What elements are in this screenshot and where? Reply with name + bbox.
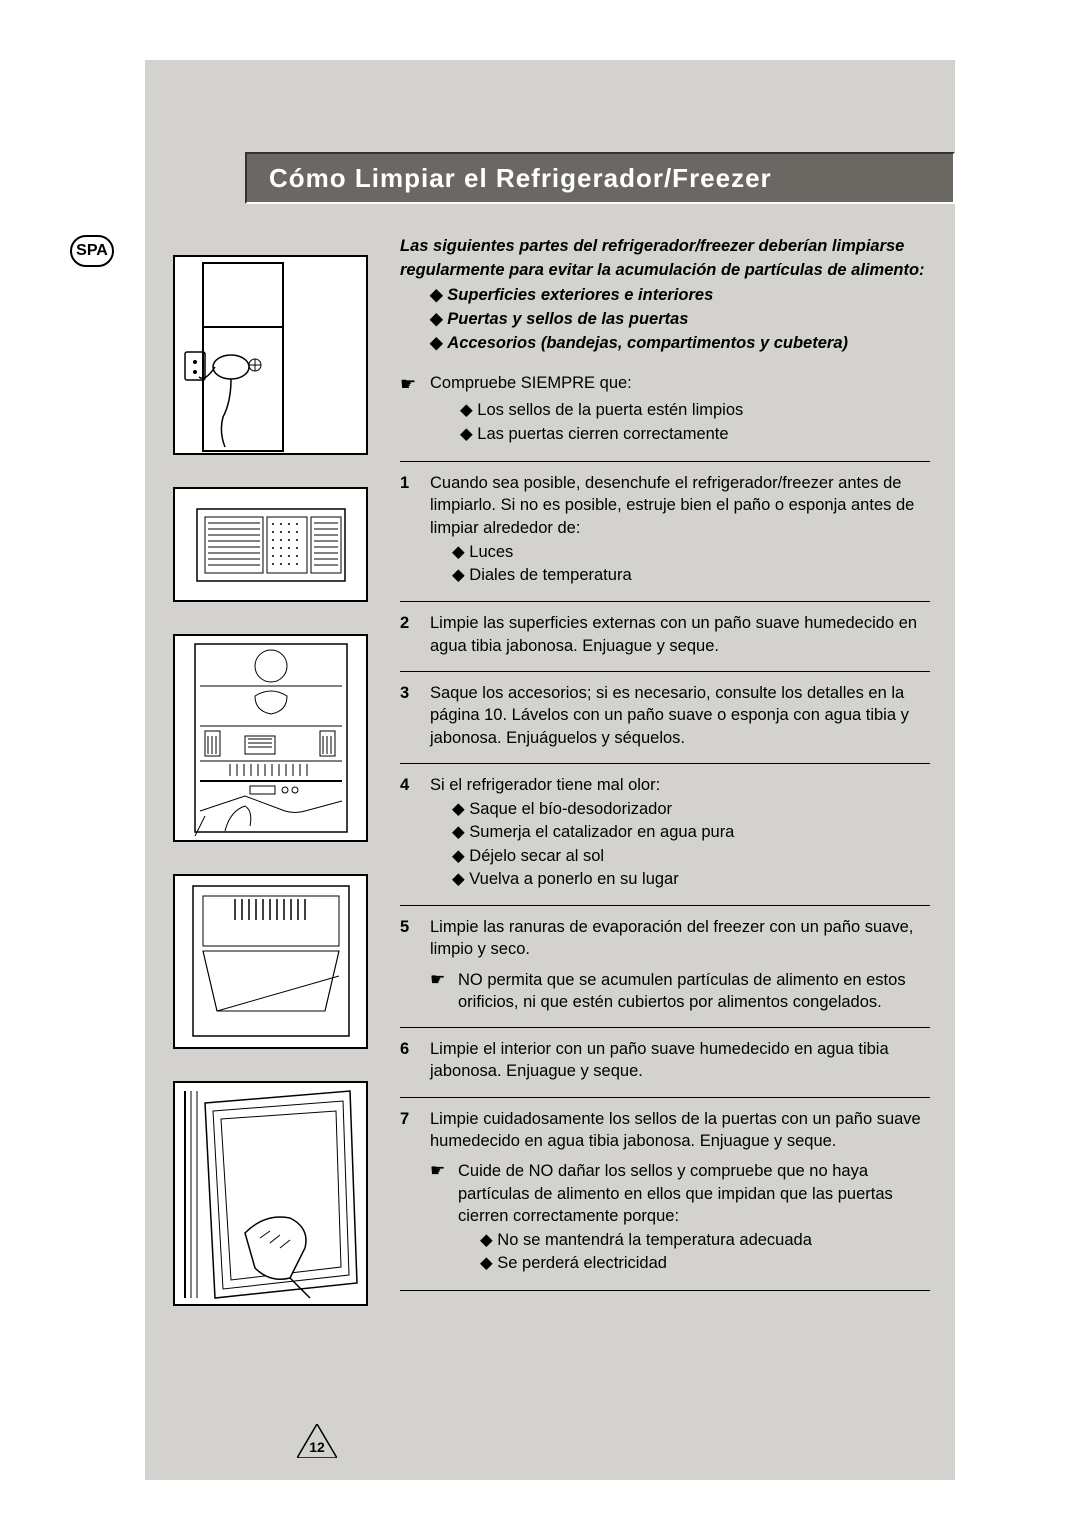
check-intro: Compruebe SIEMPRE que: <box>430 372 930 394</box>
page-title-bar: Cómo Limpiar el Refrigerador/Freezer <box>245 152 955 204</box>
page-number-badge: 12 <box>297 1424 337 1458</box>
illus-freezer-slots <box>173 874 368 1049</box>
intro-bullet: Superficies exteriores e interiores <box>430 284 930 306</box>
step-sub-item: Luces <box>452 541 930 563</box>
note-text: NO permita que se acumulen partículas de… <box>458 969 930 1014</box>
step-sub-item: Vuelva a ponerlo en su lugar <box>452 868 930 890</box>
illus-door-seal <box>173 1081 368 1306</box>
step-6: 6 Limpie el interior con un paño suave h… <box>400 1038 930 1083</box>
step-7-note: ☛ Cuide de NO dañar los sellos y comprue… <box>430 1160 930 1275</box>
divider <box>400 1097 930 1098</box>
divider <box>400 601 930 602</box>
divider <box>400 763 930 764</box>
step-3: 3 Saque los accesorios; si es necesario,… <box>400 682 930 749</box>
step-number: 5 <box>400 916 430 961</box>
step-1: 1 Cuando sea posible, desenchufe el refr… <box>400 472 930 587</box>
step-number: 2 <box>400 612 430 657</box>
illus-clean-interior <box>173 634 368 842</box>
intro-bullet: Accesorios (bandejas, compartimentos y c… <box>430 332 930 354</box>
intro-bullet: Puertas y sellos de las puertas <box>430 308 930 330</box>
intro-line-2: regularmente para evitar la acumulación … <box>400 259 930 281</box>
text-column: Las siguientes partes del refrigerador/f… <box>400 235 930 1301</box>
step-text: Limpie el interior con un paño suave hum… <box>430 1038 930 1083</box>
step-5: 5 Limpie las ranuras de evaporación del … <box>400 916 930 961</box>
step-text: Limpie las superficies externas con un p… <box>430 612 930 657</box>
divider <box>400 905 930 906</box>
page-title: Cómo Limpiar el Refrigerador/Freezer <box>269 163 772 194</box>
step-5-note: ☛ NO permita que se acumulen partículas … <box>430 969 930 1014</box>
step-number: 1 <box>400 472 430 587</box>
language-code: SPA <box>76 242 108 260</box>
pointer-icon: ☛ <box>400 372 430 447</box>
pointer-icon: ☛ <box>430 969 458 1014</box>
step-sub-item: Sumerja el catalizador en agua pura <box>452 821 930 843</box>
note-sub-item: No se mantendrá la temperatura adecuada <box>480 1229 930 1251</box>
manual-page: Cómo Limpiar el Refrigerador/Freezer SPA <box>145 60 955 1480</box>
illus-deodorizer-panel <box>173 487 368 602</box>
check-list: Los sellos de la puerta estén limpios La… <box>460 399 930 446</box>
note-sub-item: Se perderá electricidad <box>480 1252 930 1274</box>
step-sub-item: Saque el bío-desodorizador <box>452 798 930 820</box>
step-2: 2 Limpie las superficies externas con un… <box>400 612 930 657</box>
always-check-block: ☛ Compruebe SIEMPRE que: Los sellos de l… <box>400 372 930 447</box>
step-sub-item: Diales de temperatura <box>452 564 930 586</box>
step-sublist: Saque el bío-desodorizador Sumerja el ca… <box>452 798 930 890</box>
divider <box>400 1290 930 1291</box>
step-text: Cuando sea posible, desenchufe el refrig… <box>430 474 914 537</box>
illus-unplug <box>173 255 368 455</box>
step-number: 3 <box>400 682 430 749</box>
page-number: 12 <box>309 1439 325 1455</box>
intro-bullet-list: Superficies exteriores e interiores Puer… <box>430 284 930 355</box>
step-number: 7 <box>400 1108 430 1153</box>
note-sublist: No se mantendrá la temperatura adecuada … <box>480 1229 930 1275</box>
divider <box>400 671 930 672</box>
divider <box>400 1027 930 1028</box>
step-sublist: Luces Diales de temperatura <box>452 541 930 587</box>
step-text: Limpie las ranuras de evaporación del fr… <box>430 916 930 961</box>
intro-line-1: Las siguientes partes del refrigerador/f… <box>400 235 930 257</box>
check-item: Los sellos de la puerta estén limpios <box>460 399 930 421</box>
pointer-icon: ☛ <box>430 1160 458 1275</box>
check-item: Las puertas cierren correctamente <box>460 423 930 445</box>
note-text: Cuide de NO dañar los sellos y compruebe… <box>458 1162 893 1225</box>
illustration-column <box>173 255 368 1338</box>
step-7: 7 Limpie cuidadosamente los sellos de la… <box>400 1108 930 1153</box>
language-badge: SPA <box>70 235 114 267</box>
step-text: Si el refrigerador tiene mal olor: <box>430 776 660 794</box>
step-text: Saque los accesorios; si es necesario, c… <box>430 682 930 749</box>
step-number: 6 <box>400 1038 430 1083</box>
divider <box>400 461 930 462</box>
step-text: Limpie cuidadosamente los sellos de la p… <box>430 1108 930 1153</box>
step-sub-item: Déjelo secar al sol <box>452 845 930 867</box>
step-4: 4 Si el refrigerador tiene mal olor: Saq… <box>400 774 930 891</box>
step-number: 4 <box>400 774 430 891</box>
